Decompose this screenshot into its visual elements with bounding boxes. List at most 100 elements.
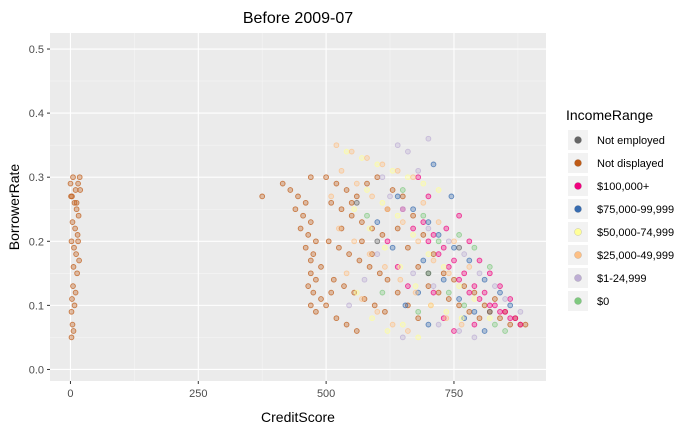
x-tick-label: 250 bbox=[189, 388, 207, 400]
data-point bbox=[259, 193, 266, 200]
data-point bbox=[364, 212, 370, 219]
data-point bbox=[323, 302, 329, 309]
data-point bbox=[445, 289, 452, 296]
data-point bbox=[420, 199, 427, 206]
data-point bbox=[466, 257, 473, 264]
data-point bbox=[522, 321, 529, 328]
legend-label: $50,000-74,999 bbox=[597, 227, 674, 239]
data-point bbox=[279, 180, 286, 187]
data-point bbox=[425, 270, 432, 277]
plot-panel bbox=[50, 33, 546, 381]
legend-swatch bbox=[574, 274, 582, 282]
legend-label: $1-24,999 bbox=[597, 273, 647, 285]
series-100-000 bbox=[384, 174, 524, 334]
data-point bbox=[353, 289, 360, 296]
data-point bbox=[443, 308, 450, 315]
legend-swatch bbox=[574, 251, 582, 259]
data-point bbox=[440, 270, 447, 277]
x-tick-label: 0 bbox=[67, 388, 73, 400]
data-point bbox=[384, 238, 391, 245]
data-point bbox=[338, 206, 345, 213]
data-point bbox=[379, 174, 386, 181]
data-point bbox=[425, 238, 432, 245]
data-point bbox=[397, 264, 404, 270]
data-point bbox=[364, 180, 370, 187]
data-point bbox=[382, 244, 388, 251]
data-point bbox=[471, 283, 478, 289]
data-point bbox=[461, 251, 468, 257]
data-point bbox=[405, 244, 411, 251]
data-point bbox=[492, 283, 498, 289]
y-axis-label: BorrowerRate bbox=[6, 164, 22, 251]
data-point bbox=[75, 212, 82, 219]
data-point bbox=[461, 270, 468, 277]
data-point bbox=[346, 302, 352, 309]
data-point bbox=[410, 212, 416, 219]
data-point bbox=[361, 276, 368, 283]
y-axis: 0.0 0.1 0.2 0.3 0.4 0.5 bbox=[29, 44, 50, 376]
legend: IncomeRange Not employed Not displayed $10… bbox=[566, 107, 674, 311]
data-point bbox=[415, 308, 422, 315]
data-point bbox=[481, 276, 488, 283]
legend-label: $0 bbox=[597, 296, 609, 308]
data-point bbox=[346, 251, 352, 257]
data-point bbox=[394, 289, 401, 296]
data-point bbox=[415, 315, 422, 322]
data-point bbox=[486, 315, 493, 322]
data-point bbox=[70, 328, 77, 334]
data-point bbox=[425, 225, 432, 232]
data-point bbox=[310, 251, 317, 257]
data-point bbox=[384, 328, 391, 334]
data-point bbox=[359, 296, 365, 302]
data-point bbox=[435, 321, 442, 328]
data-point bbox=[435, 251, 442, 257]
data-point bbox=[77, 187, 84, 193]
legend-title: IncomeRange bbox=[566, 107, 653, 123]
data-point bbox=[456, 244, 462, 251]
data-point bbox=[481, 328, 488, 334]
x-axis-label: CreditScore bbox=[261, 409, 335, 425]
data-point bbox=[382, 264, 388, 270]
data-point bbox=[405, 328, 411, 334]
data-point bbox=[430, 283, 437, 289]
data-point bbox=[497, 283, 503, 289]
data-point bbox=[359, 155, 365, 161]
data-point bbox=[307, 174, 314, 181]
data-point bbox=[492, 321, 498, 328]
data-point bbox=[389, 167, 396, 174]
data-point bbox=[313, 238, 319, 245]
data-point bbox=[351, 238, 358, 245]
data-point bbox=[448, 193, 455, 200]
data-point bbox=[461, 283, 468, 289]
data-point bbox=[405, 283, 411, 289]
data-point bbox=[420, 180, 427, 187]
data-point bbox=[466, 264, 473, 270]
data-point bbox=[343, 187, 350, 193]
data-point bbox=[435, 232, 442, 238]
data-point bbox=[440, 244, 447, 251]
x-axis: 0 250 500 750 bbox=[67, 381, 463, 400]
data-point bbox=[69, 296, 75, 302]
data-point bbox=[405, 174, 411, 181]
data-point bbox=[313, 276, 319, 283]
data-point bbox=[74, 232, 81, 238]
data-point bbox=[75, 180, 81, 187]
data-point bbox=[387, 193, 393, 200]
data-point bbox=[287, 187, 294, 193]
data-point bbox=[410, 206, 416, 213]
data-point bbox=[374, 161, 381, 168]
data-point bbox=[456, 276, 462, 283]
data-point bbox=[451, 238, 457, 245]
data-point bbox=[425, 321, 432, 328]
data-point bbox=[420, 257, 427, 264]
legend-label: Not employed bbox=[597, 135, 665, 147]
data-point bbox=[430, 251, 437, 257]
legend-label: Not displayed bbox=[597, 158, 664, 170]
data-point bbox=[300, 212, 306, 219]
data-point bbox=[351, 206, 358, 213]
data-point bbox=[336, 225, 342, 232]
data-point bbox=[430, 289, 437, 296]
data-point bbox=[502, 296, 508, 302]
data-point bbox=[399, 321, 406, 328]
